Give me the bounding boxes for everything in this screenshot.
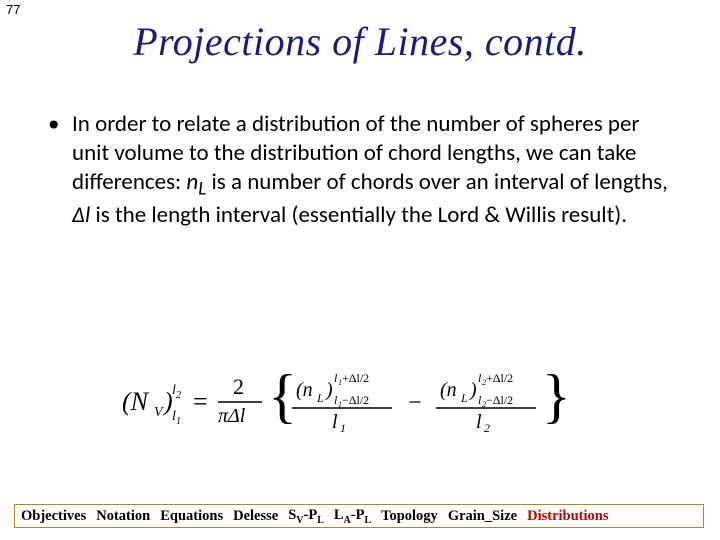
svg-text:=: = xyxy=(193,387,208,416)
svg-text:−: − xyxy=(408,390,422,416)
body-mid1: is a number of chords over an interval o… xyxy=(206,168,668,196)
svg-text:{: { xyxy=(268,363,297,429)
footer-notation[interactable]: Notation xyxy=(96,508,150,525)
body-mid2: is the length interval (essentially the … xyxy=(90,201,627,229)
svg-text:L: L xyxy=(460,391,468,405)
bullet-item: • In order to relate a distribution of t… xyxy=(48,110,668,230)
var-dl: Δl xyxy=(72,201,90,229)
svg-text:2: 2 xyxy=(484,421,490,435)
svg-text:L: L xyxy=(316,391,324,405)
slide-title: Projections of Lines, contd. xyxy=(0,18,720,65)
svg-text:πΔl: πΔl xyxy=(218,405,246,427)
footer-nav: Objectives Notation Equations Delesse SV… xyxy=(14,504,704,528)
svg-text:V: V xyxy=(154,405,164,420)
svg-text:−Δl/2: −Δl/2 xyxy=(486,393,513,407)
svg-text:(n: (n xyxy=(296,379,313,401)
footer-distributions[interactable]: Distributions xyxy=(527,508,608,525)
footer-lapl[interactable]: LA-PL xyxy=(334,507,371,526)
svg-text:): ) xyxy=(469,379,477,401)
bullet-text: In order to relate a distribution of the… xyxy=(72,110,668,230)
footer-grainsize[interactable]: Grain_Size xyxy=(448,508,517,525)
svg-text:(N: (N xyxy=(122,387,150,416)
svg-text:1: 1 xyxy=(340,421,346,435)
body-text: • In order to relate a distribution of t… xyxy=(48,110,668,230)
svg-text:}: } xyxy=(542,363,571,429)
svg-text:2: 2 xyxy=(176,390,181,401)
svg-text:l: l xyxy=(332,411,338,433)
equation: (N V ) l 2 l 1 = 2 πΔl { (n L ) l 1 xyxy=(0,362,720,445)
svg-text:): ) xyxy=(325,379,333,401)
var-nL: nL xyxy=(186,168,206,196)
svg-text:2: 2 xyxy=(233,374,244,399)
svg-text:1: 1 xyxy=(176,416,181,427)
footer-delesse[interactable]: Delesse xyxy=(233,508,278,525)
svg-text:+Δl/2: +Δl/2 xyxy=(486,371,513,385)
svg-text:l: l xyxy=(476,411,482,433)
footer-topology[interactable]: Topology xyxy=(381,508,438,525)
slide: 77 Projections of Lines, contd. • In ord… xyxy=(0,0,720,540)
footer-equations[interactable]: Equations xyxy=(160,508,223,525)
equation-svg: (N V ) l 2 l 1 = 2 πΔl { (n L ) l 1 xyxy=(110,362,610,440)
svg-text:+Δl/2: +Δl/2 xyxy=(342,371,369,385)
bullet-dot: • xyxy=(48,110,72,230)
page-number: 77 xyxy=(6,2,20,17)
footer-objectives[interactable]: Objectives xyxy=(21,508,86,525)
svg-text:(n: (n xyxy=(440,379,457,401)
svg-text:−Δl/2: −Δl/2 xyxy=(342,393,369,407)
footer-svpl[interactable]: SV-PL xyxy=(288,507,324,526)
